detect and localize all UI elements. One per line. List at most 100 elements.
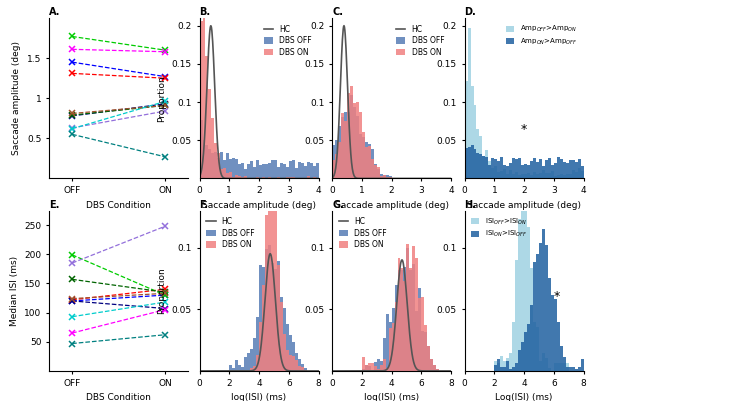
Text: PD07: PD07 [200,49,216,54]
X-axis label: Saccade amplitude (deg): Saccade amplitude (deg) [467,200,581,210]
Bar [277,261,280,371]
Bar [262,285,265,371]
Bar [253,366,256,371]
HC [196,369,205,373]
Text: PD11: PD11 [200,290,215,295]
HC [195,369,204,373]
Bar [556,175,559,178]
Bar [274,160,277,178]
Bar [370,149,373,178]
Bar [410,270,413,371]
Bar [578,367,581,371]
Bar [367,363,370,371]
Bar [575,369,578,371]
Bar [235,175,238,178]
Bar [300,367,303,371]
Bar [548,278,551,371]
Bar [392,323,395,371]
Bar [539,360,542,371]
Bar [521,137,524,371]
HC [340,23,349,28]
Bar [506,174,509,178]
Text: *: * [553,290,560,303]
Bar [521,342,524,371]
Bar [206,145,209,178]
Bar [556,363,559,371]
Bar [497,363,500,371]
Bar [268,149,271,371]
Bar [300,163,303,178]
Bar [367,146,370,178]
Bar [489,162,492,178]
Bar [572,170,575,178]
Bar [489,165,492,178]
Bar [259,265,262,371]
Bar [542,353,545,371]
Bar [401,270,404,371]
Bar [509,170,512,178]
Bar [515,363,518,371]
Bar [262,267,265,371]
Bar [361,357,364,371]
Bar [227,173,229,178]
Bar [518,175,521,178]
Bar [398,258,401,371]
Bar [562,175,566,178]
Bar [373,362,376,371]
Bar [361,136,364,178]
Bar [480,154,483,178]
Legend: HC, DBS OFF, DBS ON: HC, DBS OFF, DBS ON [203,215,258,252]
Bar [235,158,238,178]
Bar [359,112,362,178]
X-axis label: log(ISI) (ms): log(ISI) (ms) [231,393,287,401]
Bar [500,171,503,178]
Text: G.: G. [332,200,344,210]
Bar [413,264,416,371]
Text: PD04: PD04 [200,293,216,298]
Bar [259,322,262,371]
Bar [297,358,300,371]
Bar [229,158,232,178]
Text: PD17: PD17 [200,332,216,337]
Bar [386,368,389,371]
Bar [200,120,203,178]
Bar [542,170,545,178]
Bar [551,171,553,178]
Bar [280,297,283,371]
Bar [291,177,294,178]
Bar [218,158,221,178]
Bar [468,28,471,178]
Bar [521,174,524,178]
Bar [512,367,515,371]
HC [328,176,337,180]
Bar [383,174,386,178]
Bar [200,21,203,178]
Bar [300,364,303,371]
Bar [392,308,395,371]
Bar [539,173,542,178]
Bar [312,176,316,178]
Bar [509,369,512,371]
Bar [413,246,416,371]
HC [401,176,410,181]
Bar [545,245,548,371]
Bar [509,353,512,371]
Bar [578,159,581,178]
Bar [356,102,359,178]
Bar [486,157,489,178]
Bar [294,360,297,371]
Bar [398,270,401,371]
Bar [500,356,503,371]
Bar [553,163,556,178]
Bar [303,166,306,178]
Bar [229,365,232,371]
Bar [527,172,530,178]
Text: PD12*: PD12* [200,224,219,229]
Bar [376,359,380,371]
Bar [344,121,347,178]
Bar [221,152,224,178]
Bar [370,158,373,178]
Bar [389,176,392,178]
Bar [203,140,206,178]
Bar [262,164,265,178]
